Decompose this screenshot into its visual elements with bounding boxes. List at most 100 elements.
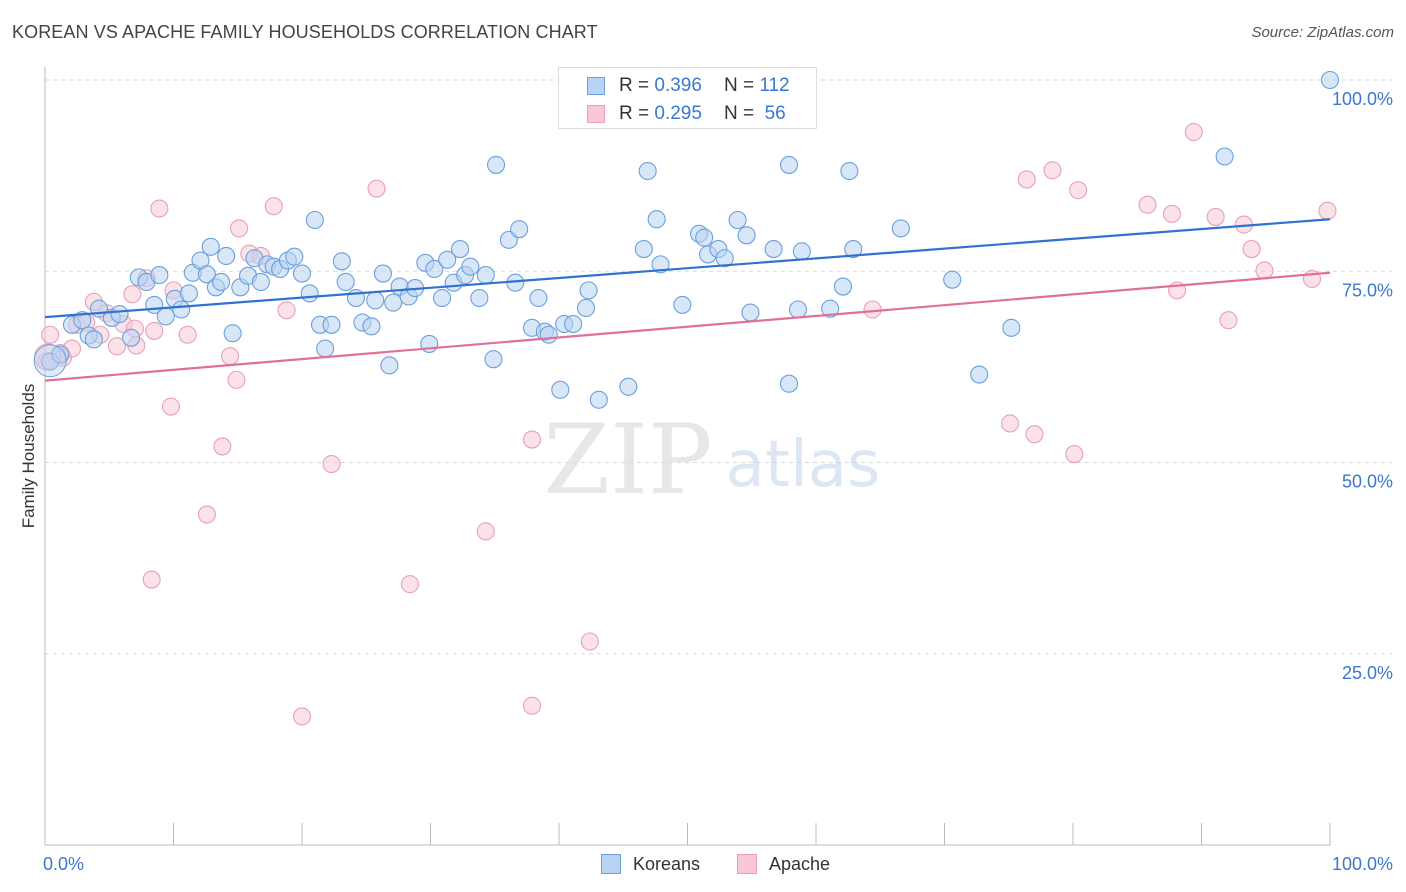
apache-point — [476, 522, 495, 541]
watermark-zip: ZIP — [543, 404, 712, 516]
korean-point — [201, 237, 220, 256]
y-tick-label: 75.0% — [1342, 280, 1393, 300]
korean-point — [451, 240, 470, 259]
korean-point — [223, 324, 242, 343]
korean-point — [647, 210, 666, 229]
korean-point — [619, 377, 638, 396]
chart-title: KOREAN VS APACHE FAMILY HOUSEHOLDS CORRE… — [12, 22, 598, 42]
korean-point — [1320, 70, 1340, 90]
korean-point — [197, 265, 216, 284]
legend-label-koreans: Koreans — [633, 853, 701, 874]
korean-point — [51, 345, 70, 364]
korean-point — [476, 266, 495, 285]
legend-n-label: N = — [723, 103, 755, 124]
koreans-trend-line — [44, 218, 1331, 319]
korean-point — [695, 228, 714, 247]
legend-row-apache: R = 0.295 N = 56 — [619, 103, 786, 125]
watermark-atlas: atlas — [726, 428, 881, 502]
korean-point — [715, 249, 734, 268]
apache-point — [277, 301, 296, 320]
apache-point — [1069, 181, 1088, 200]
apache-point — [1242, 240, 1261, 259]
apache-point — [1219, 311, 1238, 330]
apache-point — [264, 197, 283, 216]
korean-point — [970, 365, 989, 384]
korean-point — [737, 226, 756, 245]
korean-point — [336, 272, 355, 292]
korean-point — [943, 270, 962, 289]
korean-point — [84, 330, 103, 349]
apache-point — [107, 337, 127, 356]
korean-point — [728, 210, 747, 230]
legend-item-apache: Apache — [737, 852, 830, 876]
legend-label-apache: Apache — [769, 853, 831, 874]
korean-point — [764, 240, 783, 259]
apache-point — [1162, 204, 1181, 223]
apache-point — [1206, 207, 1225, 226]
apache-point — [229, 219, 249, 238]
apache-point — [197, 505, 216, 524]
korean-point — [438, 250, 457, 269]
korean-point — [564, 314, 583, 334]
apache-point — [292, 707, 312, 726]
apache-point — [178, 325, 197, 344]
korean-point — [779, 374, 799, 393]
legend-swatch-koreans — [587, 77, 605, 95]
korean-point — [384, 293, 403, 312]
apache-point — [400, 575, 419, 594]
legend-r-label: R = — [619, 103, 650, 124]
korean-point — [332, 252, 351, 271]
legend-item-koreans: Koreans — [601, 852, 700, 876]
x-tick-label: 0.0% — [43, 854, 84, 874]
korean-point — [110, 305, 129, 324]
legend-n-value: 112 — [759, 75, 790, 96]
korean-point — [461, 257, 480, 276]
korean-point — [285, 247, 304, 266]
korean-point — [33, 344, 67, 378]
legend-stats: R = 0.396 N = 112 R = 0.295 N = 56 — [558, 67, 817, 129]
apache-point — [161, 397, 180, 416]
watermark: ZIP atlas — [543, 404, 880, 516]
legend-n-value: 56 — [764, 103, 786, 124]
x-tick-label: 100.0% — [1332, 854, 1393, 874]
apache-point — [1017, 170, 1036, 189]
apache-point — [522, 430, 542, 449]
korean-point — [179, 284, 198, 303]
korean-point — [300, 284, 319, 303]
apache-point — [1318, 201, 1337, 220]
apache-point — [1043, 161, 1062, 180]
korean-point — [316, 339, 335, 358]
legend-swatch-koreans — [601, 854, 621, 874]
legend-swatch-apache — [737, 854, 757, 874]
y-tick-label: 100.0% — [1332, 89, 1393, 109]
apache-point — [145, 321, 164, 340]
korean-point — [322, 315, 341, 334]
chart-source: Source: ZipAtlas.com — [1251, 24, 1394, 41]
apache-point — [213, 437, 232, 456]
legend-r-value: 0.295 — [654, 103, 702, 124]
korean-point — [122, 328, 141, 347]
apache-point — [150, 199, 169, 218]
korean-point — [172, 300, 191, 319]
apache-point — [522, 696, 542, 715]
apache-point — [142, 570, 161, 589]
legend-n-label: N = — [723, 75, 755, 96]
korean-point — [638, 161, 657, 181]
korean-point — [380, 356, 399, 375]
korean-point — [741, 303, 760, 322]
korean-point — [529, 288, 548, 308]
y-tick-label: 50.0% — [1342, 472, 1393, 492]
apache-point — [1138, 195, 1157, 214]
korean-point — [1215, 147, 1234, 166]
korean-point — [510, 220, 529, 239]
apache-point — [1025, 425, 1044, 444]
apache-point — [863, 300, 882, 319]
korean-point — [579, 281, 598, 300]
korean-point — [373, 264, 393, 283]
korean-point — [833, 277, 853, 296]
korean-point — [779, 155, 799, 174]
legend-row-koreans: R = 0.396 N = 112 — [619, 75, 790, 97]
korean-point — [292, 264, 312, 283]
korean-point — [73, 311, 92, 330]
